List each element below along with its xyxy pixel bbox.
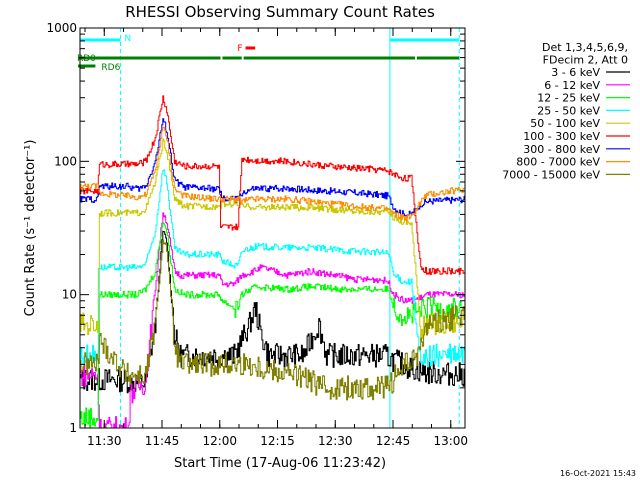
plot-area: [80, 28, 465, 428]
series-line-7: [80, 126, 465, 222]
x-tick-label-5: 12:45: [376, 434, 411, 448]
legend: Det 1,3,4,5,6,9,FDecim 2, Att 03 - 6 keV…: [502, 41, 630, 181]
y-axis-label: Count Rate (s⁻¹ detector⁻¹): [23, 140, 38, 317]
legend-label-1: 6 - 12 keV: [544, 79, 600, 92]
y-tick-label-3: 1000: [46, 21, 77, 35]
state-label-rd0: RD0: [77, 54, 96, 64]
generated-timestamp: 16-Oct-2021 15:43: [560, 469, 636, 478]
state-label-n: N: [124, 34, 131, 44]
series-line-3: [80, 169, 465, 368]
legend-label-3: 25 - 50 keV: [537, 104, 600, 117]
legend-label-7: 800 - 7000 keV: [516, 156, 600, 169]
x-tick-label-4: 12:30: [318, 434, 353, 448]
legend-header-0: Det 1,3,4,5,6,9,: [542, 41, 628, 54]
legend-label-8: 7000 - 15000 keV: [502, 168, 600, 181]
legend-label-5: 100 - 300 keV: [523, 130, 600, 143]
legend-label-0: 3 - 6 keV: [551, 66, 600, 79]
chart-title: RHESSI Observing Summary Count Rates: [125, 3, 435, 21]
y-tick-label-2: 100: [54, 154, 77, 168]
legend-label-4: 50 - 100 keV: [530, 117, 600, 130]
state-label-f: F: [237, 44, 242, 54]
y-tick-label-1: 10: [62, 288, 77, 302]
series-line-4: [80, 138, 465, 340]
series-line-8: [80, 239, 465, 401]
instrument-state-bars: N F RD0 RD6: [77, 34, 460, 73]
series-line-6: [80, 118, 465, 218]
x-axis-label: Start Time (17-Aug-06 11:23:42): [174, 456, 386, 471]
x-tick-label-0: 11:30: [87, 434, 122, 448]
x-tick-label-3: 12:15: [260, 434, 295, 448]
axes: 11:30 11:45 12:00 12:15 12:30 12:45 13:00 1 10 10…: [46, 21, 468, 448]
state-label-rd6: RD6: [101, 63, 120, 73]
x-tick-label-6: 13:00: [433, 434, 468, 448]
y-tick-label-0: 1: [69, 421, 77, 435]
legend-label-2: 12 - 25 keV: [537, 92, 600, 105]
legend-header-1: FDecim 2, Att 0: [543, 54, 628, 67]
x-tick-label-2: 12:00: [202, 434, 237, 448]
series-line-5: [80, 95, 465, 275]
legend-label-6: 300 - 800 keV: [523, 143, 600, 156]
plot-frame: [79, 27, 466, 429]
x-tick-label-1: 11:45: [145, 434, 180, 448]
series-line-2: [80, 222, 465, 428]
